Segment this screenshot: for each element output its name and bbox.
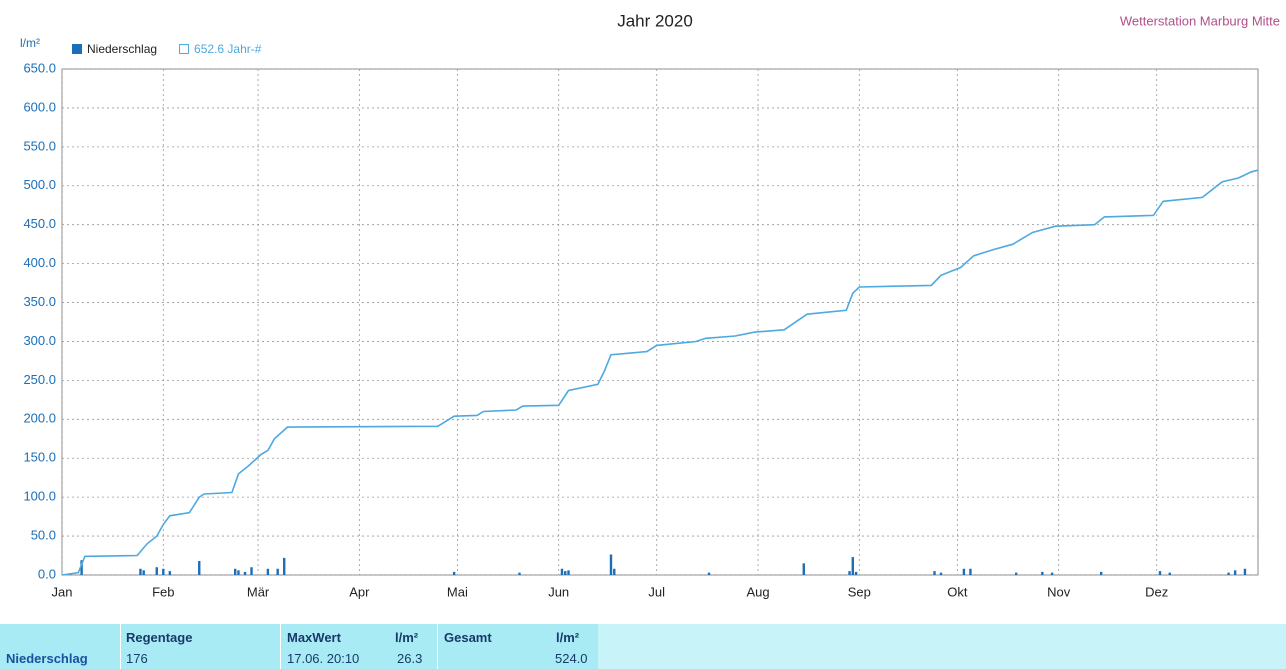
row-label: Niederschlag bbox=[6, 651, 88, 666]
bar bbox=[1158, 571, 1162, 575]
chart: Jahr 2020 Wetterstation Marburg Mitte l/… bbox=[20, 11, 1280, 599]
bar bbox=[276, 568, 279, 575]
sep bbox=[280, 624, 281, 669]
cumulative-line bbox=[61, 169, 1259, 576]
header: l/m² bbox=[395, 630, 419, 645]
cell: 26.3 bbox=[397, 651, 423, 666]
y-tick-label: 50.0 bbox=[31, 528, 56, 543]
x-tick-label: Nov bbox=[1047, 584, 1071, 599]
header: Regentage bbox=[126, 630, 193, 645]
y-tick-label: 600.0 bbox=[23, 99, 56, 114]
y-tick-label: 200.0 bbox=[23, 411, 56, 426]
legend-swatch bbox=[179, 44, 190, 54]
bar bbox=[142, 570, 145, 575]
y-tick-label: 0.0 bbox=[38, 566, 56, 581]
bar bbox=[250, 567, 253, 575]
bar bbox=[848, 571, 851, 575]
x-tick-label: Feb bbox=[152, 584, 174, 599]
bar bbox=[1041, 571, 1044, 575]
bar bbox=[283, 557, 286, 575]
bar bbox=[802, 563, 805, 575]
station: Wetterstation Marburg Mitte bbox=[1120, 13, 1280, 28]
bar bbox=[243, 571, 247, 575]
cell: 176 bbox=[126, 651, 148, 666]
bar bbox=[564, 571, 567, 575]
y-unit: l/m² bbox=[20, 36, 40, 50]
y-tick-label: 300.0 bbox=[23, 333, 56, 348]
x-tick-label: Mär bbox=[247, 584, 270, 599]
bar bbox=[80, 560, 83, 575]
bar bbox=[969, 568, 972, 575]
legend-label: 652.6 Jahr-# bbox=[194, 42, 262, 56]
x-tick-label: Jul bbox=[648, 584, 665, 599]
bar bbox=[1227, 572, 1230, 575]
legend-swatch bbox=[72, 44, 82, 54]
legend-label: Niederschlag bbox=[87, 42, 157, 56]
header: l/m² bbox=[556, 630, 580, 645]
bar bbox=[854, 571, 858, 575]
bar bbox=[1099, 571, 1103, 575]
summary-table: Regentage MaxWert l/m² Gesamt l/m² Niede… bbox=[0, 624, 1286, 669]
x-tick-label: Mai bbox=[447, 584, 468, 599]
x-tick-label: Sep bbox=[848, 584, 871, 599]
y-tick-label: 150.0 bbox=[23, 450, 56, 465]
y-tick-label: 450.0 bbox=[23, 216, 56, 231]
bar bbox=[707, 572, 711, 575]
y-tick-label: 250.0 bbox=[23, 372, 56, 387]
x-tick-label: Jan bbox=[52, 584, 73, 599]
bar bbox=[1168, 572, 1171, 575]
bar bbox=[851, 557, 854, 575]
bar bbox=[168, 571, 172, 575]
bar bbox=[139, 568, 142, 575]
bar bbox=[237, 570, 240, 575]
header: Gesamt bbox=[444, 630, 492, 645]
bar bbox=[1243, 568, 1247, 575]
y-tick-label: 500.0 bbox=[23, 177, 56, 192]
sep bbox=[120, 624, 121, 669]
y-tick-label: 350.0 bbox=[23, 294, 56, 309]
bar bbox=[933, 571, 936, 575]
bar bbox=[1014, 572, 1018, 575]
bar bbox=[1050, 572, 1054, 575]
y-tick-label: 100.0 bbox=[23, 489, 56, 504]
x-tick-label: Jun bbox=[548, 584, 569, 599]
table-bg bbox=[0, 624, 598, 669]
bar bbox=[452, 571, 456, 575]
bar bbox=[198, 560, 201, 575]
cell: 524.0 bbox=[555, 651, 588, 666]
x-tick-label: Apr bbox=[349, 584, 370, 599]
plot-frame bbox=[61, 68, 1259, 576]
cell: 17.06. 20:10 bbox=[287, 651, 360, 666]
bar bbox=[962, 568, 966, 575]
header: MaxWert bbox=[287, 630, 341, 645]
bar bbox=[613, 568, 616, 575]
y-tick-label: 550.0 bbox=[23, 138, 56, 153]
bar bbox=[567, 570, 570, 575]
chart-title: Jahr 2020 bbox=[617, 11, 693, 30]
bar bbox=[609, 554, 613, 575]
bar bbox=[233, 568, 237, 575]
y-tick-label: 400.0 bbox=[23, 255, 56, 270]
x-tick-label: Aug bbox=[746, 584, 769, 599]
bar bbox=[939, 572, 943, 575]
x-tick-label: Dez bbox=[1145, 584, 1168, 599]
y-tick-label: 650.0 bbox=[23, 60, 56, 75]
sep bbox=[437, 624, 438, 669]
bar bbox=[518, 572, 521, 575]
bar bbox=[266, 568, 270, 575]
x-tick-label: Okt bbox=[947, 584, 968, 599]
bar bbox=[155, 567, 158, 575]
bar bbox=[162, 568, 165, 575]
bar bbox=[560, 568, 564, 575]
bar bbox=[1233, 570, 1237, 575]
